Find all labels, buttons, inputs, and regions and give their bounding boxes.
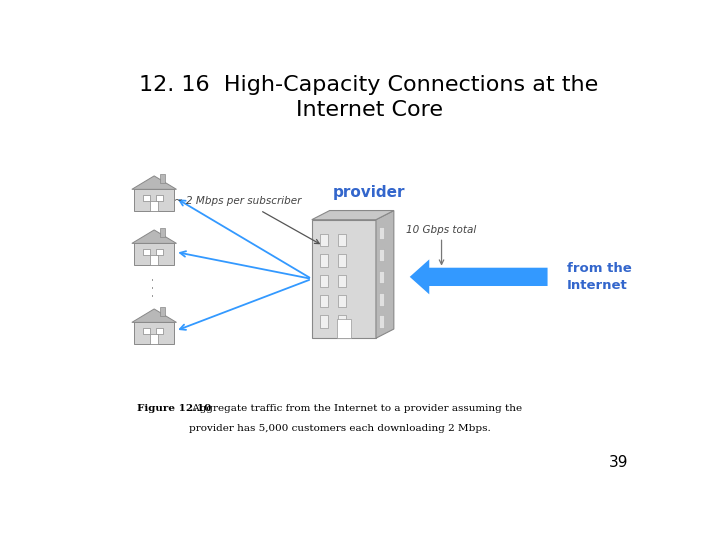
Text: Internet Core: Internet Core — [295, 100, 443, 120]
Text: Aggregate traffic from the Internet to a provider assuming the: Aggregate traffic from the Internet to a… — [189, 404, 522, 413]
Polygon shape — [143, 328, 150, 334]
Text: provider: provider — [333, 185, 405, 200]
Polygon shape — [132, 309, 176, 322]
Polygon shape — [320, 315, 328, 328]
Text: 10 Gbps total: 10 Gbps total — [406, 225, 477, 235]
Polygon shape — [379, 226, 384, 239]
Polygon shape — [156, 328, 163, 334]
Polygon shape — [379, 293, 384, 306]
Polygon shape — [134, 190, 174, 211]
Text: Figure 12.10: Figure 12.10 — [138, 404, 212, 413]
Polygon shape — [134, 244, 174, 265]
Polygon shape — [320, 274, 328, 287]
Polygon shape — [160, 307, 165, 316]
Polygon shape — [150, 201, 158, 211]
Polygon shape — [150, 334, 158, 343]
Polygon shape — [379, 271, 384, 284]
Text: provider has 5,000 customers each downloading 2 Mbps.: provider has 5,000 customers each downlo… — [189, 424, 490, 433]
Polygon shape — [320, 234, 328, 246]
Polygon shape — [379, 249, 384, 261]
Polygon shape — [132, 230, 176, 244]
Text: from the
Internet: from the Internet — [567, 262, 632, 292]
Text: 39: 39 — [609, 455, 629, 470]
Polygon shape — [156, 249, 163, 255]
Polygon shape — [338, 315, 346, 328]
Polygon shape — [312, 220, 376, 338]
Polygon shape — [338, 274, 346, 287]
Polygon shape — [143, 195, 150, 201]
Polygon shape — [156, 195, 163, 201]
Polygon shape — [338, 254, 346, 267]
Polygon shape — [338, 234, 346, 246]
Polygon shape — [150, 255, 158, 265]
Polygon shape — [379, 315, 384, 328]
Polygon shape — [410, 259, 547, 294]
Polygon shape — [134, 322, 174, 343]
Text: ~ 2 Mbps per subscriber: ~ 2 Mbps per subscriber — [174, 196, 302, 206]
Text: 12. 16  High-Capacity Connections at the: 12. 16 High-Capacity Connections at the — [140, 75, 598, 95]
Polygon shape — [312, 211, 394, 220]
Polygon shape — [338, 295, 346, 307]
Polygon shape — [143, 249, 150, 255]
Polygon shape — [160, 228, 165, 238]
Polygon shape — [132, 176, 176, 190]
Text: · · ·: · · · — [148, 277, 161, 297]
Polygon shape — [160, 174, 165, 183]
Polygon shape — [337, 320, 351, 338]
Polygon shape — [320, 295, 328, 307]
Polygon shape — [376, 211, 394, 338]
Polygon shape — [320, 254, 328, 267]
